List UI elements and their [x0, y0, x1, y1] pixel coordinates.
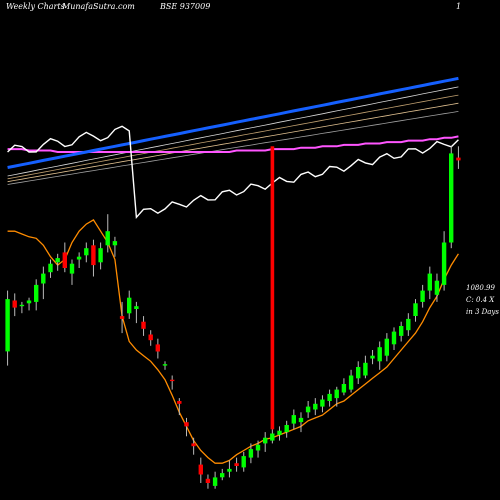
candle-body-5: [41, 273, 46, 284]
candle-body-62: [449, 153, 454, 243]
candle-body-10: [76, 256, 82, 260]
candle-body-53: [384, 338, 389, 356]
candle-body-14: [105, 231, 110, 246]
candle-body-39: [284, 425, 289, 433]
candle-body-61: [441, 242, 447, 285]
candle-body-2: [19, 304, 25, 307]
moving-averages: [7, 76, 459, 464]
candle-body-3: [26, 300, 32, 304]
candle-body-28: [205, 478, 211, 483]
ma-thin-line-3: [7, 111, 459, 185]
candle-body-63: [456, 157, 461, 161]
candle-body-40: [291, 415, 296, 424]
annotation-change: C: 0.4 X: [466, 296, 495, 304]
ma-thin-line-0: [7, 86, 459, 177]
candle-body-27: [198, 464, 203, 475]
candle-body-26: [191, 443, 196, 447]
candle-body-51: [370, 355, 375, 359]
labels: Weekly Charts MunafaSutra.com BSE 937009…: [6, 2, 499, 316]
candle-body-60: [434, 280, 440, 295]
candle-body-32: [234, 463, 239, 466]
candle-body-20: [148, 334, 153, 341]
candle-body-46: [334, 389, 339, 399]
ma-thin-line-2: [7, 102, 459, 183]
candle-body-33: [241, 456, 246, 468]
candle-body-25: [184, 422, 189, 427]
candle-body-34: [248, 449, 254, 458]
candles: [5, 146, 461, 489]
candle-body-0: [5, 299, 10, 352]
header-left: Weekly Charts: [6, 2, 65, 11]
candle-body-42: [305, 406, 311, 413]
ma-thin-line-1: [7, 94, 459, 180]
candle-body-44: [320, 399, 325, 407]
white-indicator-line: [7, 125, 459, 219]
candle-body-52: [377, 347, 382, 362]
candle-body-19: [141, 321, 146, 329]
candle-body-7: [55, 258, 60, 263]
candle-body-6: [48, 263, 53, 273]
candle-body-4: [34, 284, 39, 302]
candle-body-58: [420, 290, 425, 302]
candle-body-29: [212, 477, 218, 486]
ema-orange-line: [7, 219, 459, 464]
candle-body-43: [313, 403, 318, 410]
candle-body-45: [327, 393, 332, 401]
header-center: MunafaSutra.com: [61, 2, 135, 11]
ma-magenta-line: [7, 135, 459, 153]
header-right: 1: [456, 2, 461, 11]
candle-body-30: [220, 473, 225, 478]
candle-body-47: [341, 384, 347, 393]
candle-body-16: [119, 316, 125, 319]
candle-body-9: [69, 263, 75, 274]
candle-body-13: [98, 248, 103, 263]
candle-body-37: [270, 433, 275, 441]
candle-body-35: [255, 444, 261, 451]
candle-body-31: [227, 468, 232, 472]
candle-body-48: [348, 375, 354, 390]
candle-body-1: [12, 300, 17, 308]
spike-candle-0: [270, 146, 275, 430]
ma-blue-line: [7, 76, 459, 169]
candle-body-21: [155, 344, 160, 352]
candle-body-12: [91, 245, 96, 266]
candle-body-11: [84, 248, 89, 256]
candle-body-22: [162, 364, 168, 366]
candle-body-24: [177, 401, 182, 404]
candle-body-56: [406, 318, 411, 331]
candle-body-8: [62, 252, 67, 268]
candle-body-15: [112, 241, 118, 246]
candle-body-23: [170, 379, 175, 382]
header-symbol: BSE 937009: [159, 2, 210, 11]
candle-body-17: [127, 297, 132, 314]
candle-body-57: [413, 303, 418, 316]
candle-body-41: [298, 417, 304, 423]
candle-body-36: [263, 437, 268, 444]
candle-body-59: [427, 273, 432, 291]
annotation-price: 1080.99: [466, 284, 495, 292]
annotation-period: in 3 Days: [466, 308, 499, 316]
candle-body-38: [277, 430, 282, 435]
candle-body-55: [399, 326, 404, 336]
candle-body-50: [363, 362, 368, 376]
candle-body-18: [134, 306, 139, 309]
candle-body-49: [356, 367, 361, 379]
candle-body-54: [391, 331, 397, 345]
